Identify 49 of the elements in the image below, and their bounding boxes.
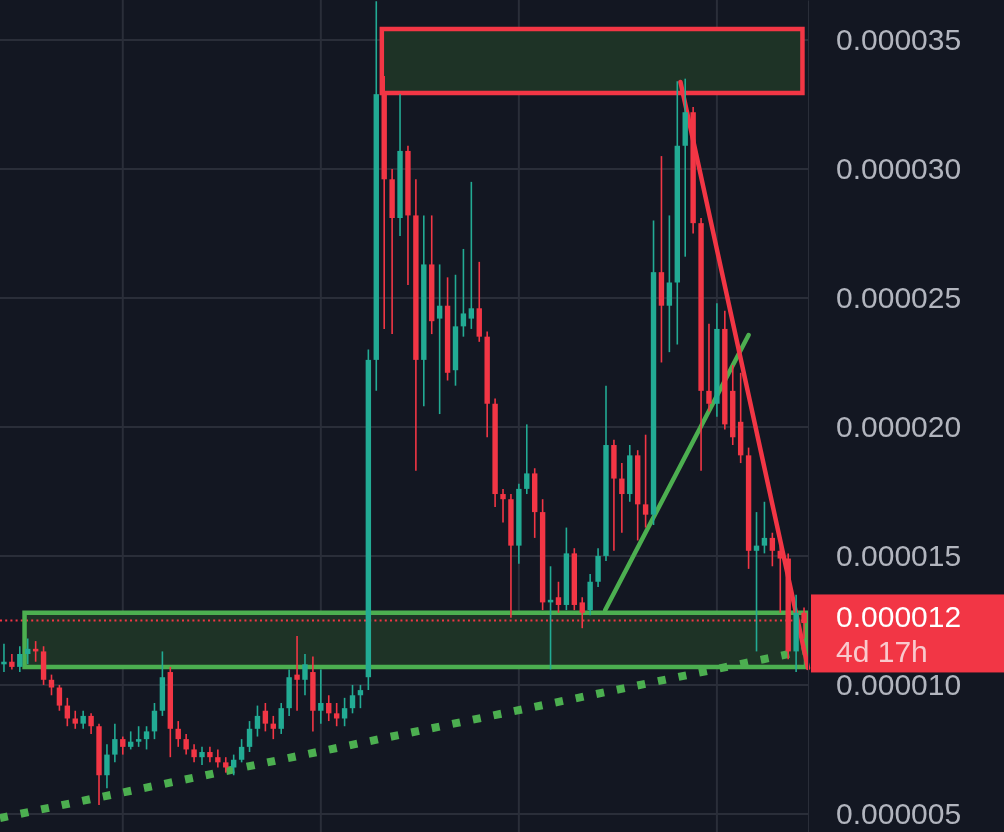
candlestick [191, 743, 197, 764]
candlestick [17, 645, 23, 673]
candlestick [143, 725, 150, 751]
candlestick [48, 673, 55, 697]
y-tick-label: 0.000035 [836, 23, 962, 57]
candlestick [120, 735, 126, 756]
candlestick [151, 702, 158, 740]
candlestick [460, 248, 467, 338]
candlestick [302, 653, 308, 697]
y-tick-label: 0.000015 [836, 539, 962, 573]
y-tick-label: 0.000020 [836, 410, 962, 444]
candlestick [619, 462, 625, 534]
candlestick [777, 544, 783, 614]
y-tick-label: 0.000005 [836, 797, 962, 831]
candlestick [72, 709, 78, 730]
candlestick [135, 725, 142, 748]
candlestick [254, 704, 261, 738]
candlestick [246, 720, 253, 753]
candlestick [56, 684, 63, 712]
candlestick [769, 531, 776, 568]
y-tick-label: 0.000025 [836, 281, 962, 315]
candlestick [555, 580, 562, 614]
candlestick [262, 702, 269, 733]
candlestick [500, 488, 506, 524]
candlestick [88, 712, 94, 735]
candlestick [524, 423, 530, 495]
candlestick [199, 746, 205, 766]
candlestick [230, 753, 237, 777]
candlestick [801, 606, 807, 640]
candlestick [294, 635, 300, 712]
ref-line-label: 0.000012 [836, 600, 962, 634]
candlestick [238, 738, 245, 764]
candlestick [278, 702, 284, 735]
y-tick-label: 0.000010 [836, 668, 962, 702]
candlestick [104, 743, 110, 789]
candlestick [183, 733, 189, 756]
candlestick [642, 433, 649, 529]
candlestick [112, 722, 118, 764]
candlestick [761, 500, 768, 555]
candlestick [215, 748, 221, 769]
candlestick [318, 668, 324, 725]
text: 4d 17h [836, 635, 928, 669]
candlestick [706, 322, 712, 413]
candlestick [468, 181, 475, 330]
candlestick [80, 709, 86, 730]
candlestick [436, 263, 443, 415]
candlestick [666, 214, 673, 353]
candlestick [349, 684, 356, 715]
y-tick-label: 0.000030 [836, 152, 962, 186]
